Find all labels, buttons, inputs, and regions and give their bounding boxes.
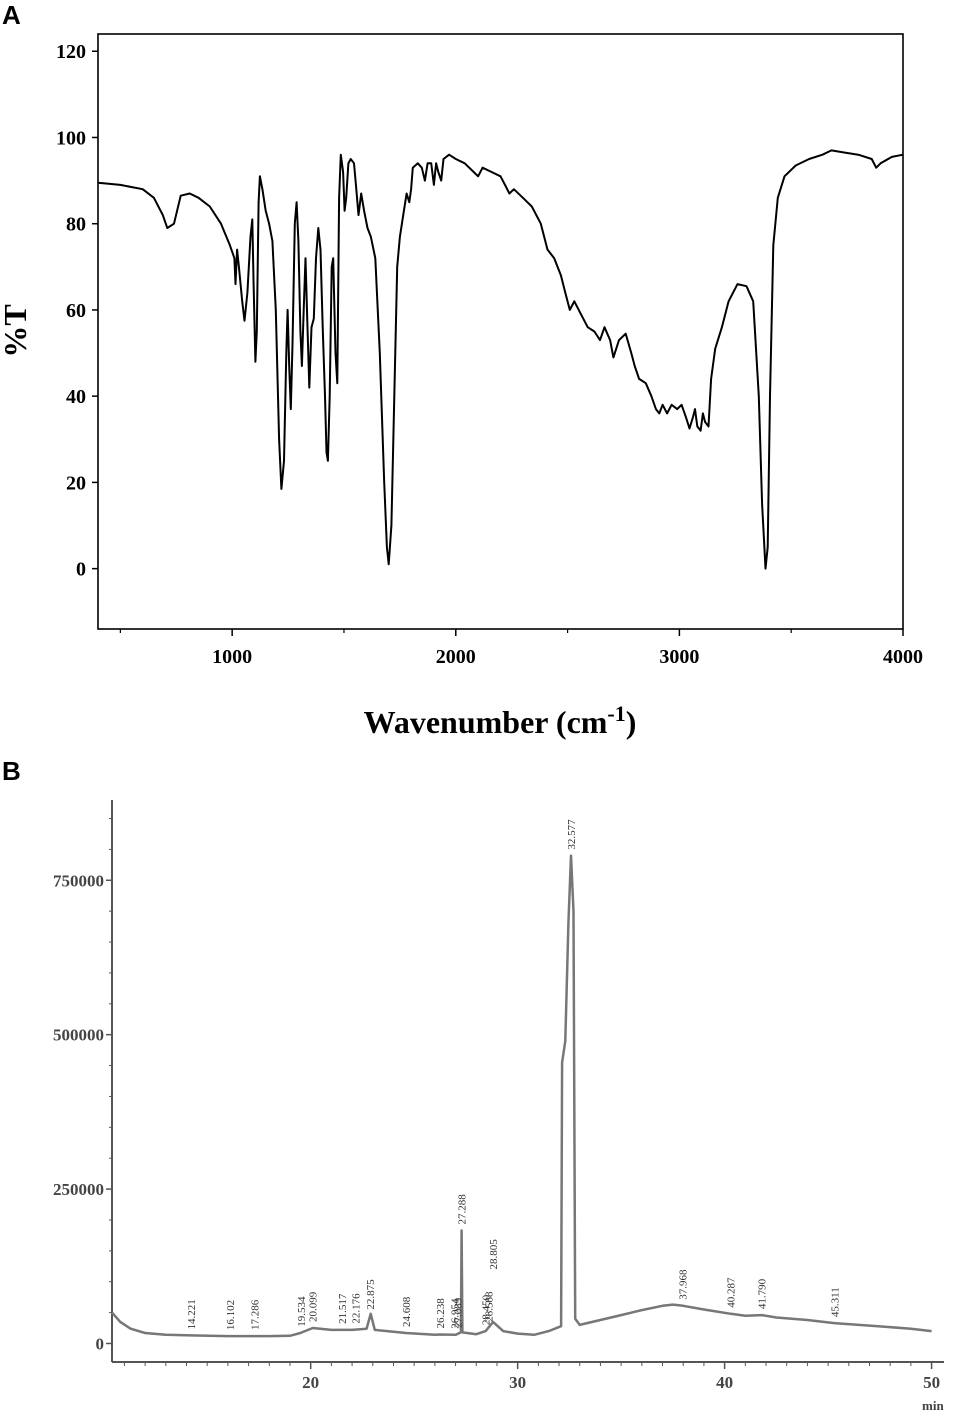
peak-retention-label: 28.588 bbox=[483, 1291, 495, 1322]
ir-x-axis-title-close: ) bbox=[626, 704, 637, 740]
peak-retention-label: 27.089 bbox=[452, 1297, 464, 1328]
chrom-y-tick-label: 250000 bbox=[53, 1180, 104, 1199]
peak-retention-label: 26.238 bbox=[435, 1298, 447, 1329]
chrom-x-tick-label: 40 bbox=[716, 1373, 733, 1392]
peak-retention-label: 14.221 bbox=[186, 1299, 198, 1329]
peak-retention-label: 19.534 bbox=[296, 1296, 308, 1327]
ir-x-axis-title-main: Wavenumber (cm bbox=[364, 704, 608, 740]
peak-retention-label: 26.954 bbox=[450, 1298, 462, 1329]
peak-retention-label: 28.450 bbox=[481, 1294, 493, 1325]
peak-retention-label: 21.517 bbox=[337, 1293, 349, 1324]
ir-x-tick-label: 4000 bbox=[883, 646, 923, 668]
chrom-x-tick-label: 50 bbox=[923, 1373, 940, 1392]
peak-retention-label: 24.608 bbox=[401, 1296, 413, 1327]
ir-x-tick-label: 3000 bbox=[659, 646, 699, 668]
chrom-y-tick-label: 750000 bbox=[53, 871, 104, 890]
ir-y-axis: 0 20 40 60 80 100 120 bbox=[56, 41, 98, 581]
ir-y-axis-title: %T bbox=[0, 304, 33, 357]
ir-x-axis-title: Wavenumber (cm-1) bbox=[364, 701, 637, 740]
peak-retention-label: 16.102 bbox=[225, 1300, 237, 1330]
panel-a-label: A bbox=[2, 0, 21, 30]
chrom-x-axis: 20 30 40 50 bbox=[123, 1362, 940, 1392]
ir-x-axis-title-sup: -1 bbox=[607, 701, 625, 726]
ir-y-tick-label: 40 bbox=[66, 386, 86, 408]
peak-retention-label: 45.311 bbox=[830, 1287, 842, 1317]
peak-retention-label: 22.875 bbox=[365, 1279, 377, 1310]
ir-y-tick-label: 20 bbox=[66, 472, 86, 494]
peak-label-group: 14.221 16.102 17.286 19.534 20.099 21.517 22.1… bbox=[186, 819, 841, 1330]
chrom-y-axis: 0 250000 500000 750000 bbox=[53, 818, 112, 1353]
ir-spectrum-line bbox=[97, 149, 904, 570]
ir-y-tick-label: 120 bbox=[56, 41, 86, 63]
peak-retention-label: 32.577 bbox=[566, 819, 578, 850]
ir-plot-frame bbox=[97, 33, 904, 630]
peak-retention-label: 37.968 bbox=[678, 1269, 690, 1300]
chrom-x-tick-label: 20 bbox=[302, 1373, 319, 1392]
ir-y-tick-label: 0 bbox=[76, 559, 86, 581]
ir-y-tick-label: 60 bbox=[66, 300, 86, 322]
chrom-x-tick-label: 30 bbox=[509, 1373, 526, 1392]
ir-x-tick-label: 1000 bbox=[212, 646, 252, 668]
panel-b-label: B bbox=[2, 756, 21, 786]
ir-spectrum-chart: 0 20 40 60 80 100 120 1000 2000 3000 4000 %T Wave… bbox=[0, 33, 923, 740]
peak-retention-label: 41.790 bbox=[757, 1278, 769, 1309]
peak-retention-label: 22.176 bbox=[351, 1293, 363, 1324]
peak-retention-label: 17.286 bbox=[250, 1299, 262, 1330]
chrom-x-unit-label: min bbox=[922, 1398, 944, 1413]
peak-retention-label: 28.805 bbox=[488, 1239, 500, 1270]
chromatogram-line bbox=[111, 854, 932, 1338]
chrom-y-tick-label: 500000 bbox=[53, 1026, 104, 1045]
ir-y-tick-label: 80 bbox=[66, 214, 86, 236]
peak-retention-label: 40.287 bbox=[726, 1277, 738, 1308]
chrom-y-tick-label: 0 bbox=[96, 1334, 105, 1353]
ir-x-tick-label: 2000 bbox=[436, 646, 476, 668]
ir-y-tick-label: 100 bbox=[56, 127, 86, 149]
ir-x-axis: 1000 2000 3000 4000 bbox=[119, 629, 923, 668]
chromatogram-chart: 0 250000 500000 750000 20 30 40 50 14.221 16.10… bbox=[53, 800, 944, 1413]
peak-retention-label: 27.288 bbox=[457, 1194, 469, 1225]
peak-retention-label: 20.099 bbox=[308, 1291, 320, 1322]
